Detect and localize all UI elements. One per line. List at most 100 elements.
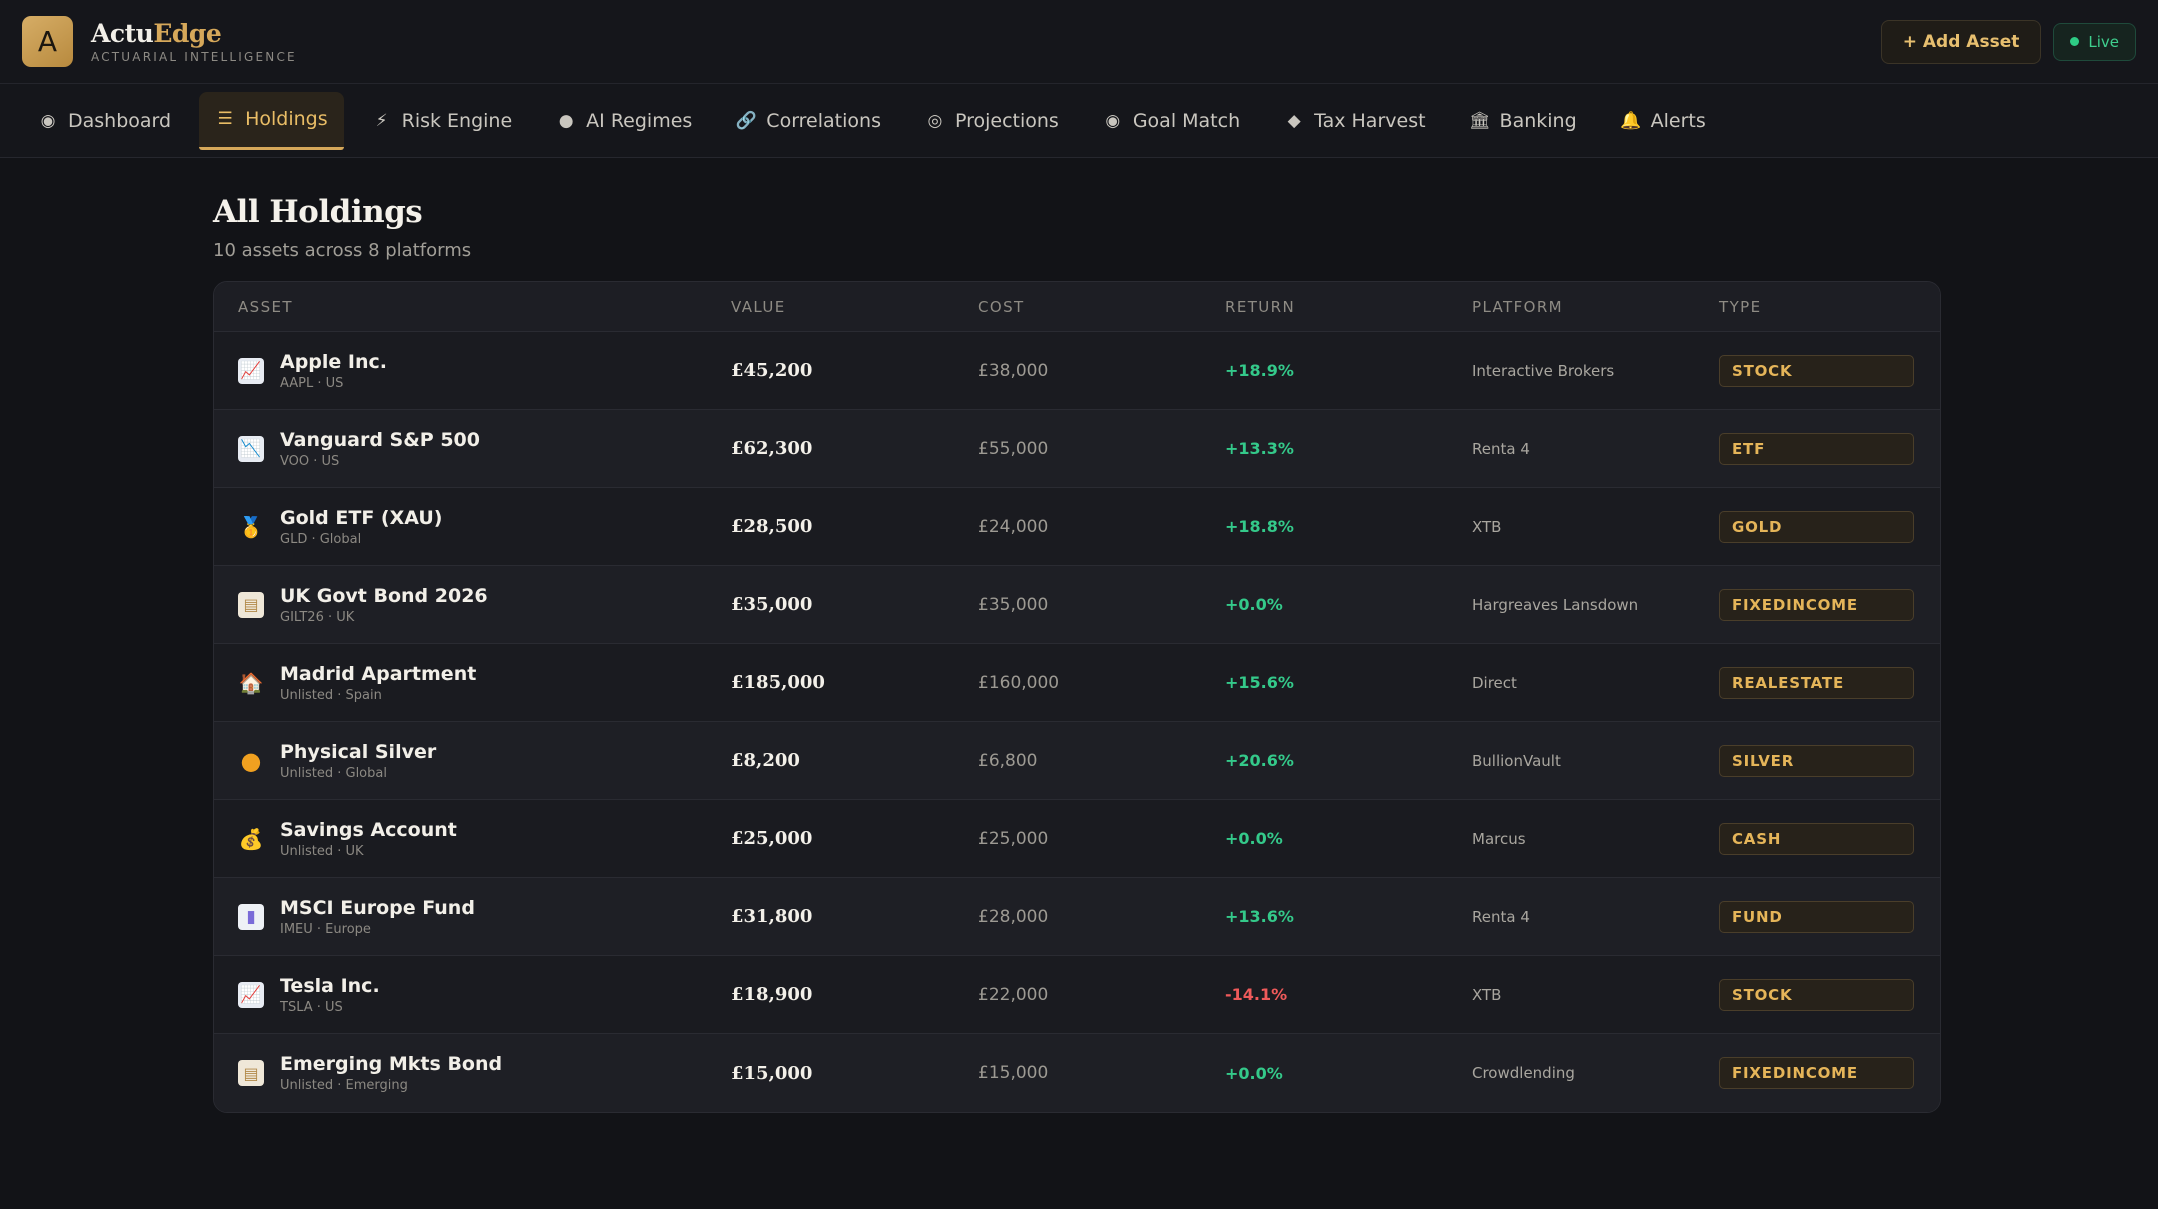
asset-meta: IMEU · Europe [280, 921, 371, 937]
table-row[interactable]: 📉 Vanguard S&P 500 VOO · US £62,300 £55,… [214, 410, 1940, 488]
coin-icon: ● [240, 746, 262, 775]
asset-type-badge: FUND [1719, 900, 1914, 933]
asset-info: Emerging Mkts Bond Unlisted · Emerging [280, 1053, 502, 1093]
table-row[interactable]: ▤ Emerging Mkts Bond Unlisted · Emerging… [214, 1034, 1940, 1112]
asset-type-badge: REALESTATE [1719, 666, 1914, 699]
gem-icon: ◆ [1287, 110, 1301, 131]
asset-name: MSCI Europe Fund [280, 896, 475, 919]
tab-correlations[interactable]: 🔗 Correlations [720, 92, 897, 150]
asset-platform: Direct [1472, 673, 1517, 692]
document-icon: ▤ [238, 591, 264, 618]
table-row[interactable]: 📈 Apple Inc. AAPL · US £45,200 £38,000 +… [214, 332, 1940, 410]
table-row[interactable]: 💰 Savings Account Unlisted · UK £25,000 … [214, 800, 1940, 878]
tab-label: Tax Harvest [1314, 109, 1426, 132]
table-row[interactable]: ● Physical Silver Unlisted · Global £8,2… [214, 722, 1940, 800]
asset-name: UK Govt Bond 2026 [280, 584, 488, 607]
asset-info: Physical Silver Unlisted · Global [280, 741, 436, 781]
asset-value: £45,200 [731, 360, 813, 381]
asset-name: Gold ETF (XAU) [280, 506, 443, 529]
asset-cost: £25,000 [978, 828, 1049, 849]
column-header-return[interactable]: RETURN [1225, 297, 1296, 316]
main-content: All Holdings 10 assets across 8 platform… [0, 194, 2158, 1113]
asset-cost: £24,000 [978, 516, 1049, 537]
asset-value: £18,900 [731, 984, 813, 1005]
asset-cell: ▤ UK Govt Bond 2026 GILT26 · UK [238, 585, 731, 625]
asset-return: +13.6% [1225, 907, 1294, 926]
table-row[interactable]: 📈 Tesla Inc. TSLA · US £18,900 £22,000 -… [214, 956, 1940, 1034]
asset-value: £185,000 [731, 672, 825, 693]
brand-text: ActuEdge ACTUARIAL INTELLIGENCE [91, 19, 297, 64]
asset-info: Madrid Apartment Unlisted · Spain [280, 663, 476, 703]
asset-value: £62,300 [731, 438, 813, 459]
asset-name: Apple Inc. [280, 350, 387, 373]
asset-platform: Marcus [1472, 829, 1526, 848]
tab-ai-regimes[interactable]: ● AI Regimes [540, 92, 708, 150]
asset-platform: Hargreaves Lansdown [1472, 595, 1639, 614]
tab-label: Alerts [1650, 109, 1706, 132]
table-body: 📈 Apple Inc. AAPL · US £45,200 £38,000 +… [214, 332, 1940, 1112]
bar-chart-icon: ▮ [238, 903, 264, 930]
tab-projections[interactable]: ◎ Projections [909, 92, 1075, 150]
tab-dashboard[interactable]: ◉ Dashboard [22, 92, 187, 150]
asset-cell: 📉 Vanguard S&P 500 VOO · US [238, 429, 731, 469]
column-header-platform[interactable]: PLATFORM [1472, 297, 1564, 316]
column-header-asset[interactable]: ASSET [238, 297, 293, 316]
tab-holdings[interactable]: ☰ Holdings [199, 91, 344, 150]
column-header-type[interactable]: TYPE [1719, 297, 1762, 316]
tab-label: Correlations [766, 109, 881, 132]
page-subtitle: 10 assets across 8 platforms [213, 240, 472, 261]
brand-name: ActuEdge [91, 19, 297, 48]
table-row[interactable]: ▮ MSCI Europe Fund IMEU · Europe £31,800… [214, 878, 1940, 956]
asset-cost: £22,000 [978, 984, 1049, 1005]
asset-info: MSCI Europe Fund IMEU · Europe [280, 897, 475, 937]
asset-info: Vanguard S&P 500 VOO · US [280, 429, 480, 469]
document-icon: ▤ [238, 1060, 264, 1086]
asset-name: Vanguard S&P 500 [280, 428, 481, 451]
asset-cost: £15,000 [978, 1063, 1049, 1083]
asset-value: £35,000 [731, 594, 813, 615]
asset-platform: XTB [1472, 517, 1502, 536]
bank-icon: 🏛 [1468, 110, 1491, 131]
table-row[interactable]: ▤ UK Govt Bond 2026 GILT26 · UK £35,000 … [214, 566, 1940, 644]
asset-name: Tesla Inc. [280, 974, 380, 997]
tab-label: Goal Match [1132, 109, 1241, 132]
tab-label: Banking [1499, 109, 1577, 132]
table-row[interactable]: 🏠 Madrid Apartment Unlisted · Spain £185… [214, 644, 1940, 722]
tab-label: Projections [954, 109, 1059, 132]
lightning-icon: ⚡ [375, 110, 388, 131]
asset-type-badge: STOCK [1719, 354, 1914, 387]
column-header-value[interactable]: VALUE [731, 297, 786, 316]
asset-cell: 🏠 Madrid Apartment Unlisted · Spain [238, 663, 731, 703]
asset-meta: TSLA · US [280, 999, 343, 1015]
asset-cell: 📈 Apple Inc. AAPL · US [238, 351, 731, 391]
asset-meta: GILT26 · UK [280, 609, 355, 625]
asset-type-badge: STOCK [1719, 978, 1914, 1011]
asset-type-badge: GOLD [1719, 510, 1914, 543]
asset-cost: £55,000 [978, 438, 1049, 459]
asset-meta: AAPL · US [280, 375, 344, 391]
asset-meta: Unlisted · UK [280, 843, 364, 859]
bell-icon: 🔔 [1620, 110, 1642, 131]
asset-meta: VOO · US [280, 453, 340, 469]
chart-up-icon: 📈 [238, 357, 264, 384]
column-header-cost[interactable]: COST [978, 297, 1025, 316]
asset-name: Emerging Mkts Bond [280, 1053, 503, 1075]
tab-alerts[interactable]: 🔔 Alerts [1605, 92, 1722, 150]
asset-name: Madrid Apartment [280, 662, 477, 685]
table-header: ASSET VALUE COST RETURN PLATFORM TYPE [214, 282, 1940, 332]
table-row[interactable]: 🥇 Gold ETF (XAU) GLD · Global £28,500 £2… [214, 488, 1940, 566]
add-asset-button[interactable]: + Add Asset [1880, 19, 2042, 64]
tab-goal-match[interactable]: ◉ Goal Match [1087, 92, 1256, 150]
list-icon: ☰ [217, 109, 233, 129]
logo: A [22, 16, 73, 67]
tab-tax-harvest[interactable]: ◆ Tax Harvest [1268, 92, 1441, 150]
asset-cell: 📈 Tesla Inc. TSLA · US [238, 975, 731, 1015]
asset-return: +0.0% [1225, 595, 1283, 614]
asset-return: +0.0% [1225, 829, 1283, 848]
asset-meta: GLD · Global [280, 531, 362, 547]
asset-platform: Interactive Brokers [1472, 361, 1615, 380]
brand[interactable]: A ActuEdge ACTUARIAL INTELLIGENCE [22, 16, 297, 67]
tab-risk-engine[interactable]: ⚡ Risk Engine [356, 92, 529, 150]
brand-name-part2: Edge [153, 19, 222, 48]
tab-banking[interactable]: 🏛 Banking [1454, 92, 1593, 150]
